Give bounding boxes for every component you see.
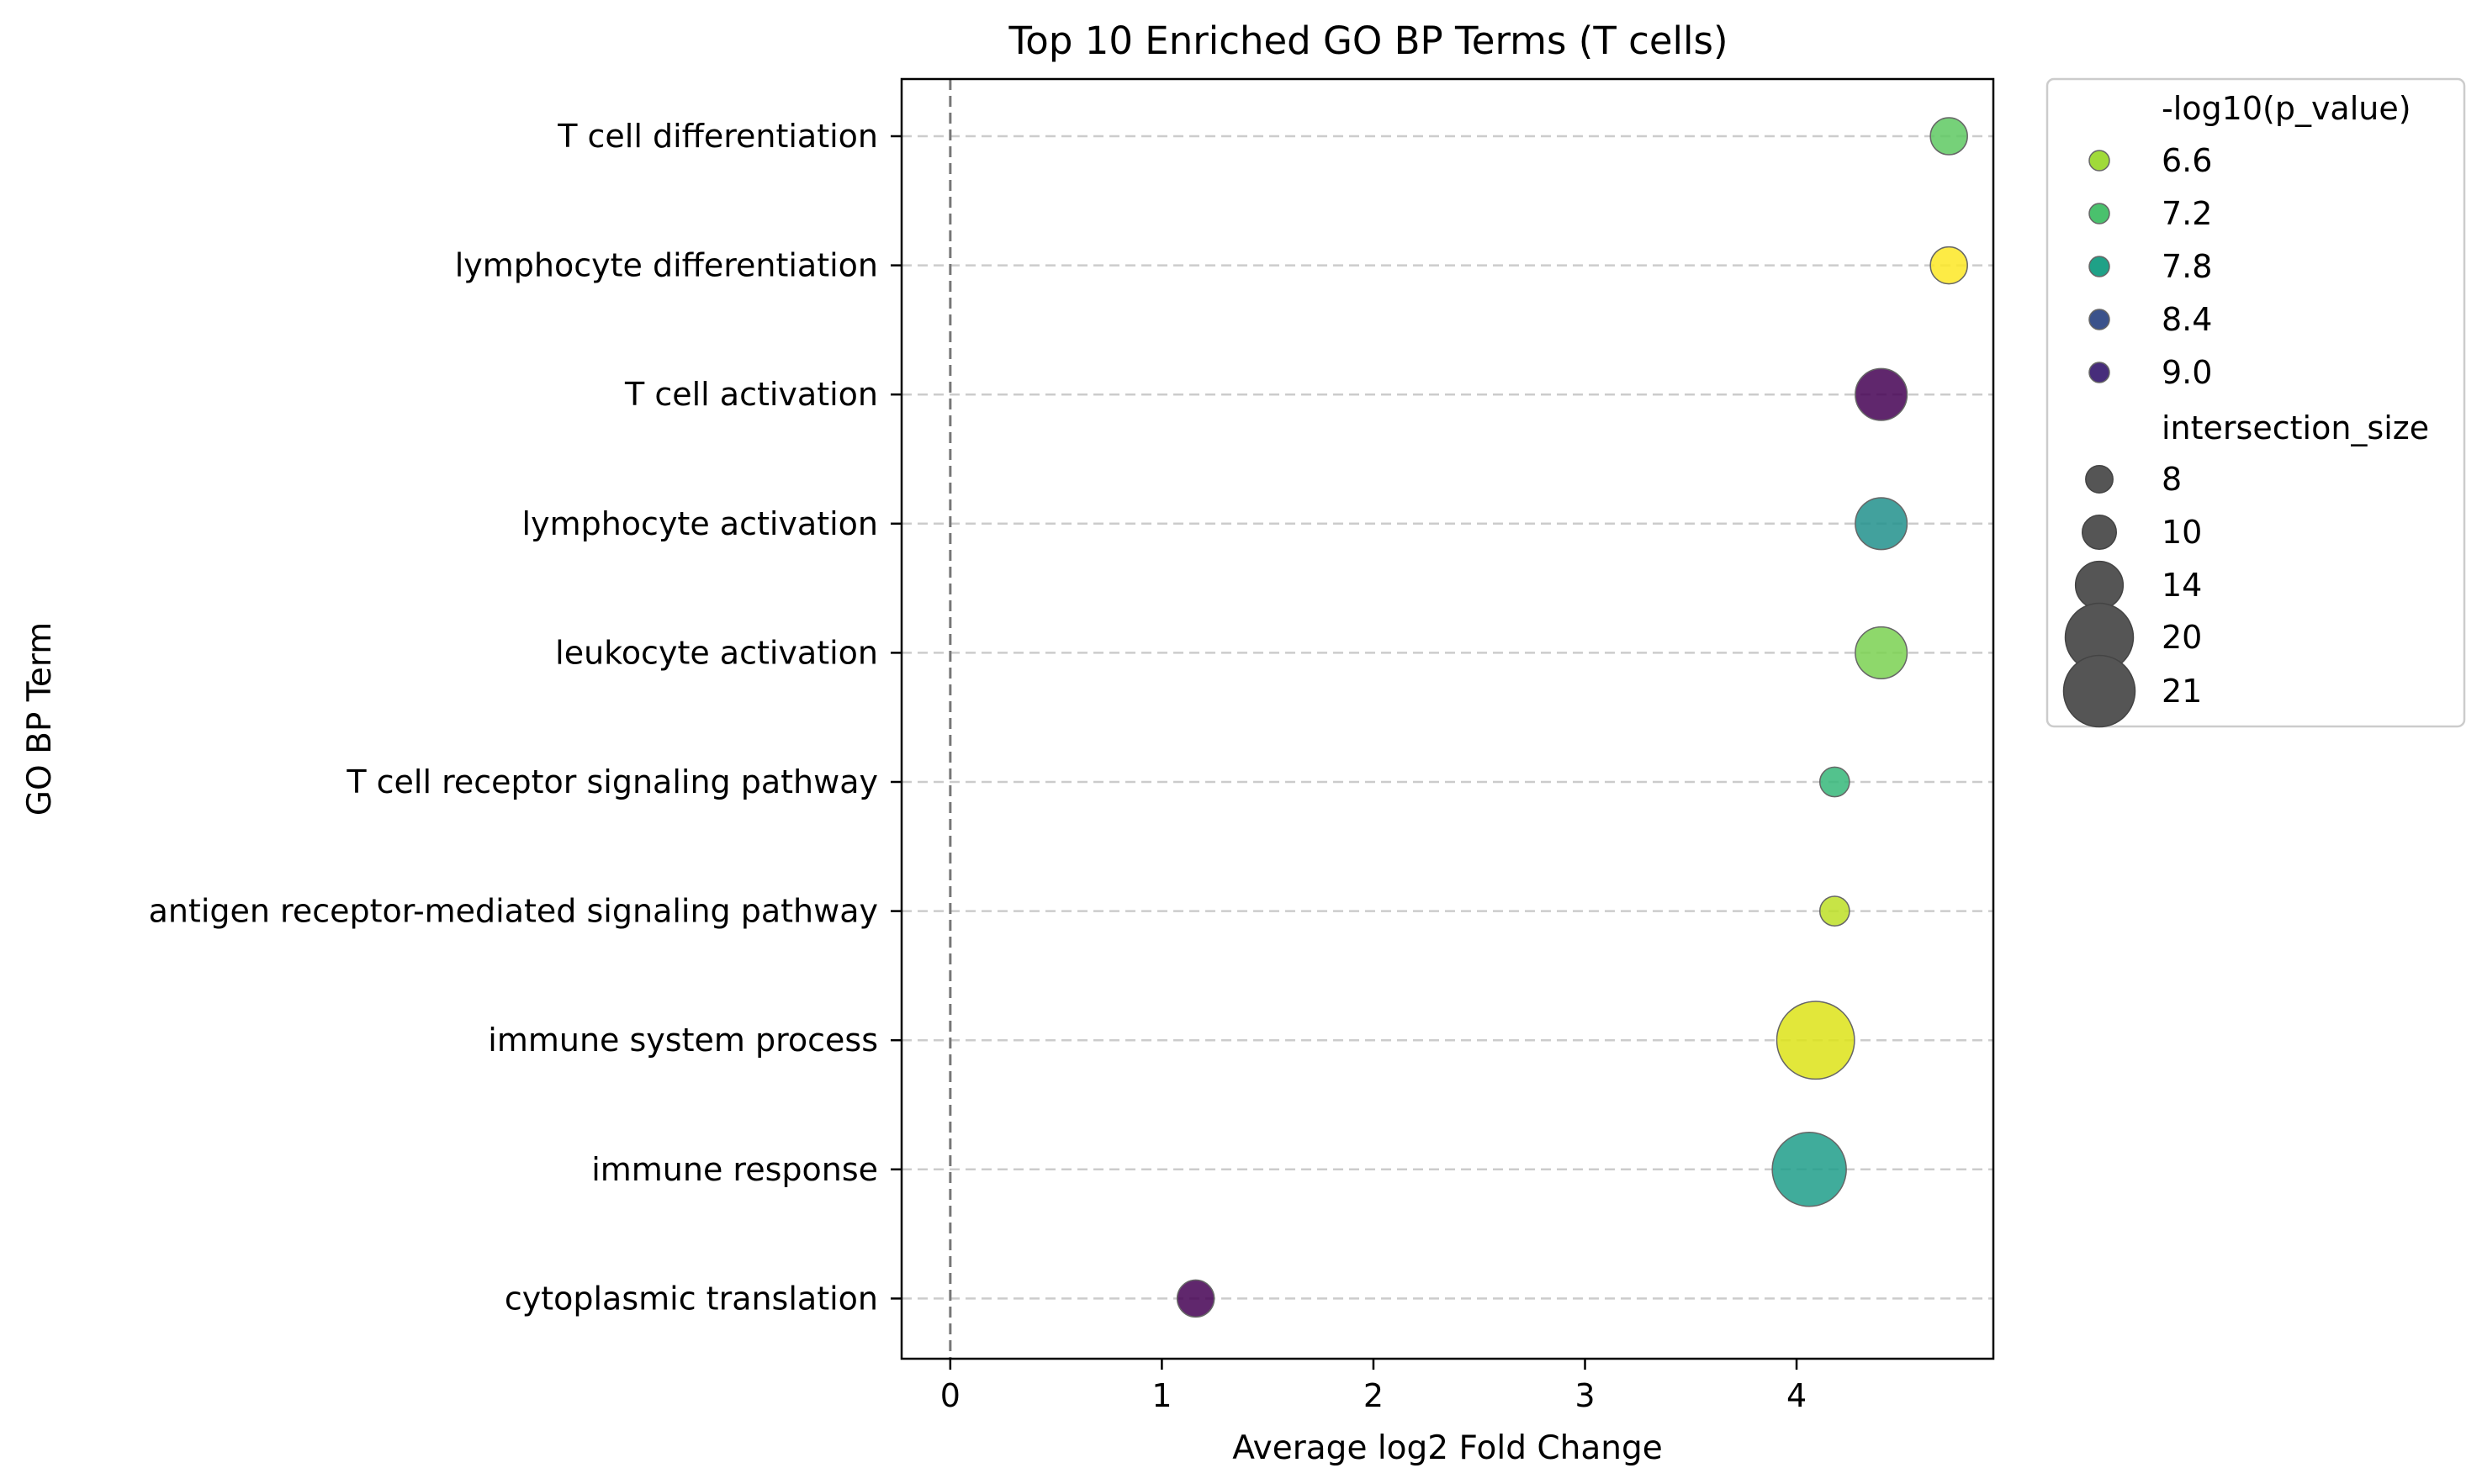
data-point: [1855, 497, 1908, 551]
data-point: [1818, 895, 1850, 927]
legend-size-label: 21: [2162, 673, 2202, 710]
y-tick-label: antigen receptor-mediated signaling path…: [149, 893, 878, 930]
legend-size-marker: [2082, 515, 2117, 550]
y-tick-label: immune response: [591, 1151, 878, 1188]
legend-color-label: 7.8: [2162, 248, 2212, 285]
y-tick-label: immune system process: [488, 1022, 878, 1059]
data-point: [1818, 766, 1850, 798]
data-points: [1176, 117, 1968, 1318]
y-tick-label: T cell activation: [624, 376, 878, 413]
y-tick-label: T cell receptor signaling pathway: [346, 763, 878, 800]
x-tick-label: 0: [940, 1377, 961, 1414]
legend-size-label: 20: [2162, 619, 2202, 656]
legend-size-label: 8: [2162, 461, 2182, 498]
legend-box: [2045, 77, 2466, 728]
legend-size-marker: [2062, 654, 2136, 728]
legend-color-marker: [2088, 203, 2110, 224]
data-point: [1855, 367, 1908, 421]
x-tick-label: 2: [1363, 1377, 1384, 1414]
y-axis-label: GO BP Term: [21, 622, 59, 816]
legend-color-marker: [2088, 362, 2110, 383]
legend-size-label: 10: [2162, 514, 2202, 551]
chart-title: Top 10 Enriched GO BP Terms (T cells): [1008, 18, 1728, 63]
data-point: [1929, 117, 1968, 156]
y-tick-label: cytoplasmic translation: [505, 1280, 878, 1317]
legend-color-label: 7.2: [2162, 195, 2212, 232]
data-point: [1771, 1132, 1847, 1207]
x-axis-label: Average log2 Fold Change: [1232, 1429, 1662, 1467]
legend-size-title: intersection_size: [2162, 409, 2429, 446]
y-tick-label: T cell differentiation: [557, 118, 878, 155]
legend-size-label: 14: [2162, 567, 2202, 604]
axis-ticks: T cell differentiation lymphocyte differe…: [149, 118, 1807, 1414]
legend-color-marker: [2088, 150, 2110, 172]
legend-color-label: 9.0: [2162, 354, 2212, 391]
data-point: [1176, 1279, 1215, 1318]
legend-size-marker: [2085, 465, 2114, 494]
x-tick-label: 3: [1574, 1377, 1595, 1414]
y-tick-label: leukocyte activation: [555, 634, 878, 671]
legend-color-marker: [2088, 309, 2110, 330]
grid-lines: [902, 79, 1993, 1359]
data-point: [1776, 1001, 1855, 1080]
y-tick-label: lymphocyte differentiation: [455, 247, 878, 284]
legend-color-label: 8.4: [2162, 301, 2212, 338]
x-tick-label: 1: [1151, 1377, 1172, 1414]
y-tick-label: lymphocyte activation: [522, 505, 878, 542]
x-tick-label: 4: [1786, 1377, 1807, 1414]
legend-size-marker: [2074, 560, 2125, 610]
legend: -log10(p_value) 6.6 7.2 7.8 8.4 9.0 intersecti…: [2045, 77, 2466, 728]
legend-color-marker: [2088, 256, 2110, 277]
data-point: [1855, 626, 1908, 679]
plot-frame: [900, 77, 1995, 1360]
legend-color-label: 6.6: [2162, 142, 2212, 179]
legend-color-title: -log10(p_value): [2162, 90, 2411, 127]
data-point: [1929, 246, 1968, 285]
